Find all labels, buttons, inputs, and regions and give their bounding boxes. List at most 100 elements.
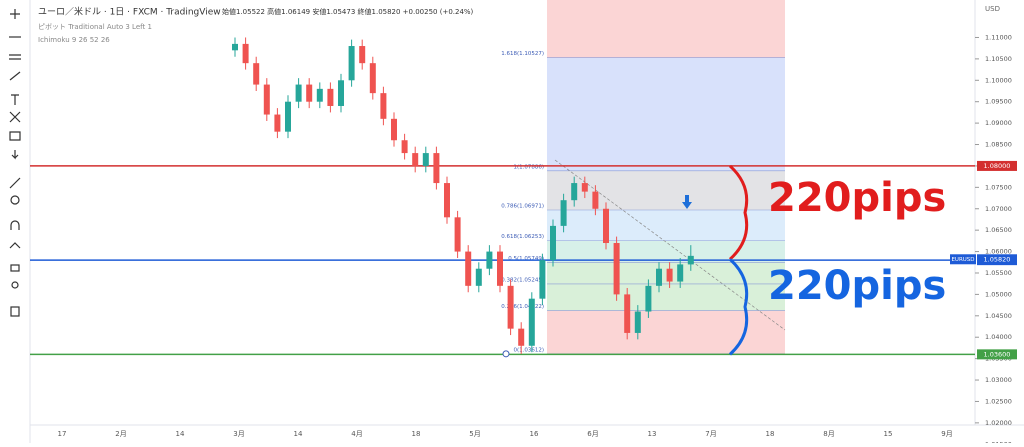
y-tick-label: 1.06000 <box>985 248 1012 256</box>
y-tick-label: 1.07500 <box>985 183 1012 191</box>
candle-body <box>634 311 641 333</box>
y-tick-label: 1.10000 <box>985 76 1012 84</box>
x-tick-label: 18 <box>412 430 421 438</box>
candle-body <box>475 268 482 286</box>
candle-body <box>401 140 408 154</box>
y-tick-label: 1.02500 <box>985 397 1012 405</box>
tool-icons[interactable] <box>9 9 21 317</box>
x-tick-label: 14 <box>294 430 303 438</box>
candle-body <box>518 328 525 346</box>
x-tick-label: 6月 <box>587 430 598 438</box>
trend-line <box>554 159 786 331</box>
fib-label: 0.618(1.06253) <box>501 234 544 240</box>
level-label: 1.03600 <box>984 350 1011 358</box>
candle-body <box>338 80 344 106</box>
candle-body <box>433 153 440 184</box>
arrow <box>682 195 692 209</box>
x-tick-label: 16 <box>530 430 539 438</box>
candle-body <box>274 114 281 132</box>
candle-body <box>242 43 249 64</box>
candle-body <box>444 183 450 218</box>
candle-body <box>295 84 302 102</box>
candle-body <box>539 260 546 299</box>
candle-body <box>263 84 270 115</box>
candle-body <box>285 101 291 132</box>
y-tick-label: 1.07000 <box>985 205 1012 213</box>
x-tick-label: 8月 <box>823 430 834 438</box>
fib-label: 1(1.07886) <box>513 164 544 170</box>
candle-body <box>677 264 684 282</box>
y-tick-label: 1.09000 <box>985 119 1012 127</box>
anchor-point <box>502 350 510 358</box>
ohlc: 始値1.05522 高値1.06149 安値1.05473 終値1.05820 … <box>222 7 474 16</box>
brace <box>728 164 749 261</box>
annotation: 220pips <box>768 175 946 221</box>
x-tick-label: 7月 <box>705 430 716 438</box>
candle-body <box>656 268 662 286</box>
candle-body <box>465 251 472 286</box>
candle-body <box>391 118 397 141</box>
fib-label: 0(1.03612) <box>513 347 544 353</box>
candle-body <box>454 217 461 252</box>
candle-body <box>412 153 419 166</box>
candle-body <box>306 84 313 102</box>
candle-body <box>603 208 609 244</box>
level-tag <box>977 160 1017 171</box>
candle-body <box>316 88 323 102</box>
candle-body <box>581 183 588 192</box>
y-tick-label: 1.02000 <box>985 419 1012 427</box>
fib-label: 0.786(1.06971) <box>501 203 544 209</box>
candle-body <box>687 255 694 265</box>
candle-body <box>359 46 366 64</box>
y-tick-label: 1.09500 <box>985 98 1012 106</box>
candle-body <box>560 200 567 226</box>
candle-body <box>380 93 387 119</box>
x-tick-label: 2月 <box>115 430 126 438</box>
pivot: ピボット Traditional Auto 3 Left 1 <box>38 23 152 31</box>
y-tick-label: 1.05500 <box>985 269 1012 277</box>
level-label: 1.08000 <box>984 162 1011 170</box>
y-tick-label: 1.11000 <box>985 33 1012 41</box>
x-tick-label: 5月 <box>469 430 480 438</box>
fib-label: 1.618(1.10527) <box>501 51 544 57</box>
currency: USD <box>985 5 1000 13</box>
fib-top <box>547 0 785 58</box>
y-tick-label: 1.06500 <box>985 226 1012 234</box>
candle-body <box>232 43 238 51</box>
candle-body <box>507 285 514 329</box>
candle-body <box>253 63 260 85</box>
x-tick-label: 15 <box>884 430 893 438</box>
candle-body <box>422 153 429 166</box>
fib-label: 0.382(1.05245) <box>501 277 544 283</box>
candle-body <box>624 294 631 333</box>
y-tick-label: 1.10500 <box>985 55 1012 63</box>
fib-band <box>547 283 785 311</box>
candle-body <box>497 251 503 286</box>
y-tick-label: 1.04000 <box>985 333 1012 341</box>
candle-body <box>550 225 556 261</box>
candle-body <box>327 88 334 106</box>
brace <box>728 258 749 356</box>
candle-body <box>592 191 599 209</box>
x-tick-label: 18 <box>766 430 775 438</box>
candle-body <box>645 285 652 312</box>
candle-body <box>528 298 535 346</box>
candle-body <box>613 243 620 295</box>
fib-band <box>547 310 785 354</box>
fib-band <box>547 57 785 171</box>
candle-body <box>348 46 355 81</box>
fib-label: 0.236(1.04622) <box>501 304 544 310</box>
y-tick-label: 1.08500 <box>985 141 1012 149</box>
x-tick-label: 9月 <box>941 430 952 438</box>
x-tick-label: 4月 <box>351 430 362 438</box>
y-tick-label: 1.05000 <box>985 290 1012 298</box>
fib-band <box>547 240 785 263</box>
candle-body <box>486 251 493 269</box>
last-tag <box>977 254 1017 265</box>
candle-body <box>369 63 376 94</box>
candle-body <box>666 268 673 282</box>
x-tick-label: 3月 <box>233 430 244 438</box>
symbol: ユーロ／米ドル · 1日 · FXCM · TradingView <box>38 6 221 18</box>
y-tick-label: 1.03000 <box>985 376 1012 384</box>
